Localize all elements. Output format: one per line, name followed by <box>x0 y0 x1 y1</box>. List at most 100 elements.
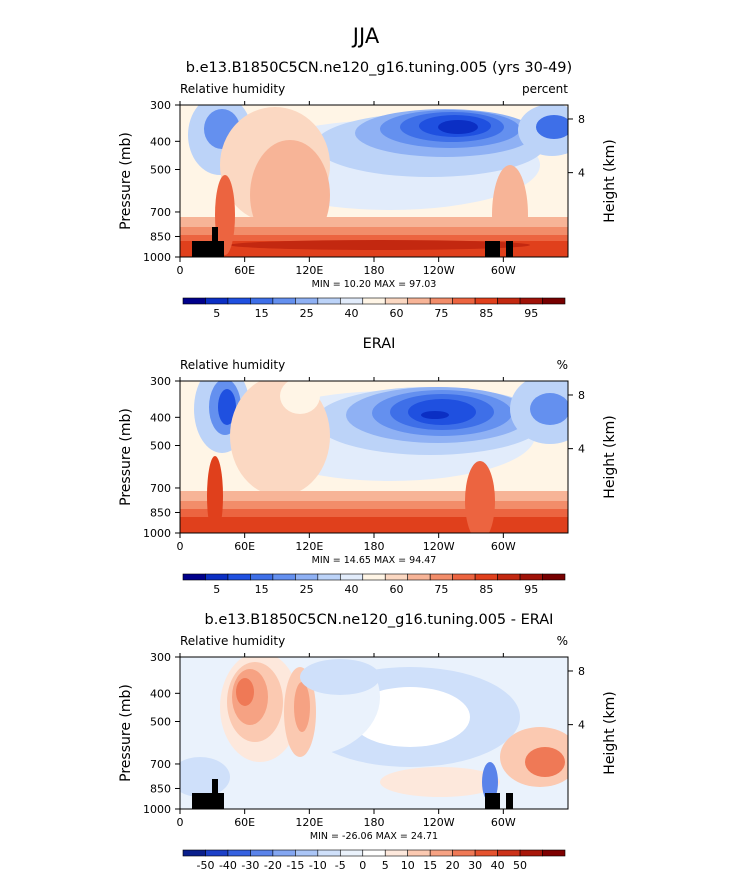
y-tick-label: 700 <box>150 206 171 219</box>
colorbar-swatch <box>227 297 251 305</box>
x-tick-label: 180 <box>364 540 385 553</box>
contour-region <box>180 517 568 533</box>
colorbar-swatch <box>227 573 251 581</box>
y-tick-label: 700 <box>150 758 171 771</box>
y-tick-label: 1000 <box>143 527 171 540</box>
colorbar-swatch <box>317 849 341 857</box>
y-tick-label: 500 <box>150 163 171 176</box>
colorbar-swatch <box>384 297 409 305</box>
colorbar-swatch <box>429 297 453 305</box>
x-tick-label: 120W <box>423 540 455 553</box>
y2-axis-label: Height (km) <box>602 139 618 222</box>
colorbar-swatch <box>339 297 364 305</box>
colorbar-swatch <box>250 849 274 857</box>
heatmap-field <box>180 657 568 809</box>
colorbar-swatch <box>474 573 498 581</box>
contour-region <box>230 240 530 250</box>
contour-region <box>180 757 230 797</box>
colorbar-label: 95 <box>524 583 538 596</box>
x-tick-label: 180 <box>364 816 385 829</box>
colorbar-swatch <box>384 849 409 857</box>
colorbar-swatch <box>474 849 498 857</box>
colorbar-label: 30 <box>468 859 482 872</box>
colorbar-label: 10 <box>401 859 415 872</box>
colorbar-swatch <box>205 849 229 857</box>
colorbar-swatch <box>295 849 319 857</box>
colorbar-label: 25 <box>300 307 314 320</box>
colorbar-swatch <box>339 849 364 857</box>
y2-tick-label: 4 <box>578 167 585 180</box>
x-tick-label: 120E <box>295 816 323 829</box>
x-tick-label: 0 <box>177 264 184 277</box>
contour-region <box>465 461 495 533</box>
y-tick-label: 1000 <box>143 803 171 816</box>
panel-left-label: Relative humidity <box>180 82 285 96</box>
y2-tick-label: 4 <box>578 719 585 732</box>
y-axis-label: Pressure (mb) <box>118 132 134 230</box>
colorbar-label: 85 <box>479 307 493 320</box>
contour-region <box>218 389 236 425</box>
colorbar-label: 95 <box>524 307 538 320</box>
panel-right-label: percent <box>522 82 568 96</box>
colorbar-label: -20 <box>264 859 282 872</box>
x-tick-label: 60W <box>491 264 516 277</box>
colorbar-label: 20 <box>446 859 460 872</box>
colorbar-swatch <box>497 297 521 305</box>
colorbar-label: -15 <box>286 859 304 872</box>
colorbar-swatch <box>272 849 296 857</box>
colorbar-label: -5 <box>335 859 346 872</box>
y-tick-label: 300 <box>150 375 171 388</box>
contour-region <box>300 659 380 695</box>
topography <box>485 241 500 257</box>
x-tick-label: 0 <box>177 540 184 553</box>
y-tick-label: 300 <box>150 651 171 664</box>
colorbar-swatch <box>362 573 386 581</box>
y2-axis-label: Height (km) <box>602 691 618 774</box>
heatmap-field <box>180 381 568 533</box>
panel-left-label: Relative humidity <box>180 358 285 372</box>
x-tick-label: 60W <box>491 816 516 829</box>
colorbar-label: 5 <box>213 583 220 596</box>
colorbar-swatch <box>497 849 521 857</box>
panel-title: b.e13.B1850C5CN.ne120_g16.tuning.005 (yr… <box>186 60 572 76</box>
y-tick-label: 300 <box>150 99 171 112</box>
y-tick-label: 400 <box>150 135 171 148</box>
colorbar-swatch <box>182 849 206 857</box>
topography <box>192 241 224 257</box>
contour-region <box>380 767 500 797</box>
colorbar-swatch <box>272 297 296 305</box>
colorbar-label: -50 <box>196 859 214 872</box>
colorbar-label: 40 <box>345 583 359 596</box>
x-tick-label: 120E <box>295 540 323 553</box>
y2-tick-label: 8 <box>578 389 585 402</box>
panel-1: b.e13.B1850C5CN.ne120_g16.tuning.005 (yr… <box>118 60 618 320</box>
y-tick-label: 850 <box>150 506 171 519</box>
panel-left-label: Relative humidity <box>180 634 285 648</box>
colorbar-swatch <box>295 573 319 581</box>
figure-title: JJA <box>351 24 380 48</box>
y2-tick-label: 4 <box>578 443 585 456</box>
y-axis-label: Pressure (mb) <box>118 408 134 506</box>
colorbar-swatch <box>542 849 566 857</box>
x-tick-label: 60E <box>234 540 255 553</box>
topography <box>212 227 218 257</box>
colorbar-swatch <box>317 573 341 581</box>
contour-region <box>236 678 254 706</box>
panel-2: ERAI Relative humidity % 0 60E 120E 180 120W 60W… <box>118 336 618 596</box>
colorbar-swatch <box>452 573 476 581</box>
colorbar-swatch <box>452 849 476 857</box>
contour-region <box>482 762 498 802</box>
y-tick-label: 700 <box>150 482 171 495</box>
min-max-stats: MIN = 14.65 MAX = 94.47 <box>312 555 437 566</box>
colorbar-swatch <box>542 573 566 581</box>
panel-title: ERAI <box>363 336 396 352</box>
colorbar: -50 -40 -30 -20 -15 -10 -5 0 5 10 15 20 30 40 50 <box>182 849 566 872</box>
colorbar-swatch <box>474 297 498 305</box>
contour-region <box>207 456 223 533</box>
colorbar-swatch <box>295 297 319 305</box>
x-tick-label: 180 <box>364 264 385 277</box>
colorbar-swatch <box>250 573 274 581</box>
colorbar-swatch <box>205 573 229 581</box>
heatmap-field <box>180 105 568 257</box>
contour-region <box>536 115 568 139</box>
